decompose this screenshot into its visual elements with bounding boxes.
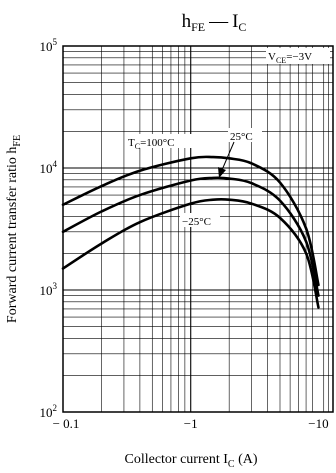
series-label-25c-arrowhead — [218, 167, 226, 178]
svg-text:TC=100°C: TC=100°C — [128, 137, 175, 151]
chart-grid — [63, 46, 333, 412]
x-tick-label: −10 — [308, 416, 328, 431]
y-tick-label: 104 — [40, 159, 58, 176]
series-line-minus25c — [61, 197, 320, 309]
x-tick-label: −1 — [184, 416, 198, 431]
x-axis-label: Collector current IC (A) — [124, 452, 257, 470]
x-tick-label: − 0.1 — [53, 416, 80, 431]
condition-box — [266, 48, 330, 64]
svg-text:25°C: 25°C — [230, 131, 253, 143]
series-label-25c-arrow — [221, 141, 235, 171]
series-label-25c: 25°C — [228, 128, 262, 143]
plot-frame — [62, 45, 334, 413]
tick-labels: − 0.1 −1 −10 102 103 104 105 — [40, 37, 329, 431]
series-line-tc100 — [61, 155, 320, 287]
series-line-25c — [61, 176, 320, 297]
plot-area — [61, 155, 320, 309]
y-tick-label: 102 — [40, 403, 58, 420]
series-label-tc100: TC=100°C — [126, 134, 193, 151]
y-tick-label: 105 — [40, 37, 58, 54]
series-label-minus25c: −25°C — [180, 213, 220, 228]
condition-label: VCE=−3V — [268, 51, 312, 65]
y-tick-label: 103 — [40, 281, 58, 298]
chart-title: hFE — IC — [182, 11, 247, 34]
svg-text:−25°C: −25°C — [182, 216, 211, 228]
y-axis-label: Forward current transfer ratio hFE — [5, 135, 23, 323]
